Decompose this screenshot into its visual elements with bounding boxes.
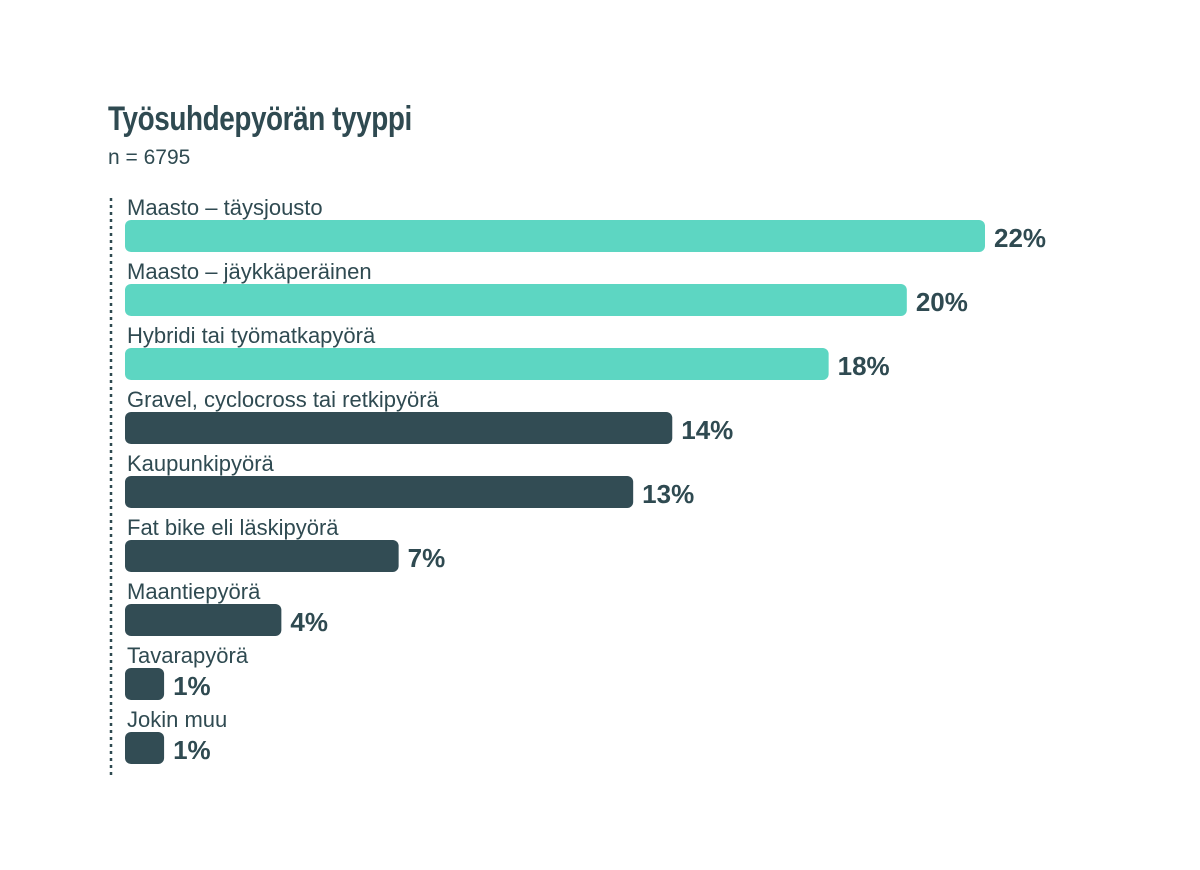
category-label: Tavarapyörä	[127, 643, 249, 668]
value-label: 22%	[994, 223, 1046, 253]
value-label: 4%	[290, 607, 328, 637]
bar	[125, 732, 165, 764]
chart-subtitle: n = 6795	[108, 146, 191, 169]
bar	[125, 284, 907, 316]
bar	[125, 668, 165, 700]
value-label: 1%	[173, 671, 211, 701]
chart-title: Työsuhdepyörän tyyppi	[108, 100, 412, 138]
bar	[125, 540, 399, 572]
value-label: 18%	[838, 351, 890, 381]
value-label: 13%	[642, 479, 694, 509]
category-label: Maasto – täysjousto	[127, 195, 323, 220]
category-label: Maasto – jäykkäperäinen	[127, 259, 372, 284]
value-label: 7%	[408, 543, 446, 573]
category-label: Gravel, cyclocross tai retkipyörä	[127, 387, 440, 412]
bar	[125, 348, 829, 380]
bar-rows: Maasto – täysjousto 22% Maasto – jäykkäper…	[125, 195, 1046, 765]
category-label: Kaupunkipyörä	[127, 451, 275, 476]
value-label: 1%	[173, 735, 211, 765]
category-label: Fat bike eli läskipyörä	[127, 515, 339, 540]
bar	[125, 476, 634, 508]
category-label: Jokin muu	[127, 707, 227, 732]
category-label: Hybridi tai työmatkapyörä	[127, 323, 376, 348]
bar	[125, 220, 985, 252]
category-label: Maantiepyörä	[127, 579, 261, 604]
value-label: 20%	[916, 287, 968, 317]
bar	[125, 412, 673, 444]
value-label: 14%	[681, 415, 733, 445]
bar	[125, 604, 282, 636]
